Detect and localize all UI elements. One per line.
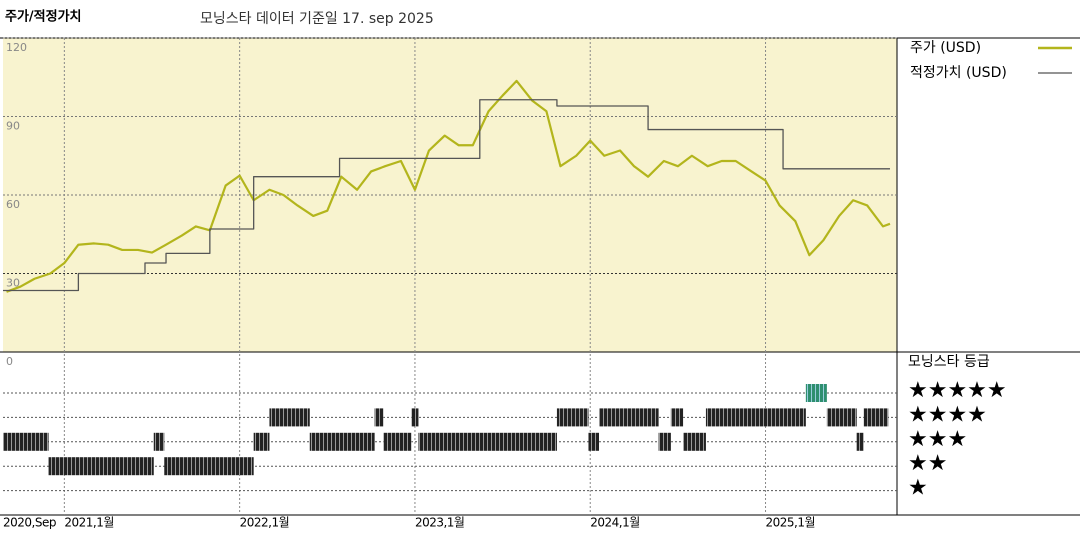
rating-legend-label: ★ [908, 476, 928, 501]
rating-bar [863, 408, 889, 427]
rating-bar [826, 408, 857, 427]
rating-legend-label: ★★★★★ [908, 378, 1007, 403]
rating-bar [253, 432, 270, 451]
y-tick-label: 90 [6, 120, 20, 133]
rating-bar [556, 408, 589, 427]
x-tick-label: 2025,1월 [766, 516, 816, 530]
rating-bar [153, 432, 165, 451]
x-tick-label: 2022,1월 [240, 516, 290, 530]
rating-bar [411, 408, 419, 427]
rating-bar [670, 408, 684, 427]
y-tick-label: 30 [6, 277, 20, 290]
rating-bar [374, 408, 384, 427]
rating-title: 모닝스타 등급 [908, 354, 990, 370]
y-tick-label: 60 [6, 198, 20, 211]
rating-legend-label: ★★ [908, 451, 947, 476]
rating-bar [658, 432, 671, 451]
legend-label: 적정가치 (USD) [910, 65, 1007, 81]
rating-bar [383, 432, 412, 451]
rating-bar [164, 457, 254, 476]
x-tick-label: 2024,1월 [590, 516, 640, 530]
rating-bar [683, 432, 706, 451]
rating-bar [48, 457, 154, 476]
rating-legend-label: ★★★★ [908, 402, 987, 427]
rating-bar [856, 432, 864, 451]
plot-background [3, 38, 897, 352]
rating-bar [269, 408, 310, 427]
series-line [6, 79, 891, 293]
rating-bar [3, 432, 49, 451]
header-title: 주가/적정가치 [5, 9, 82, 25]
series-line [3, 99, 890, 292]
rating-bar [805, 384, 827, 402]
rating-bar [588, 432, 599, 451]
legend-label: 주가 (USD) [910, 40, 981, 56]
x-tick-label: 2021,1월 [64, 516, 114, 530]
date-note: 모닝스타 데이터 기준일 17. sep 2025 [200, 11, 434, 27]
x-tick-label: 2023,1월 [415, 516, 465, 530]
rating-bar [309, 432, 375, 451]
rating-bar [599, 408, 659, 427]
rating-panel-label: 0 [6, 355, 13, 368]
rating-bar [418, 432, 557, 451]
rating-legend-label: ★★★ [908, 427, 967, 452]
x-tick-label: 2020,Sep [3, 516, 56, 530]
rating-bar [705, 408, 806, 427]
y-tick-label: 120 [6, 41, 27, 54]
